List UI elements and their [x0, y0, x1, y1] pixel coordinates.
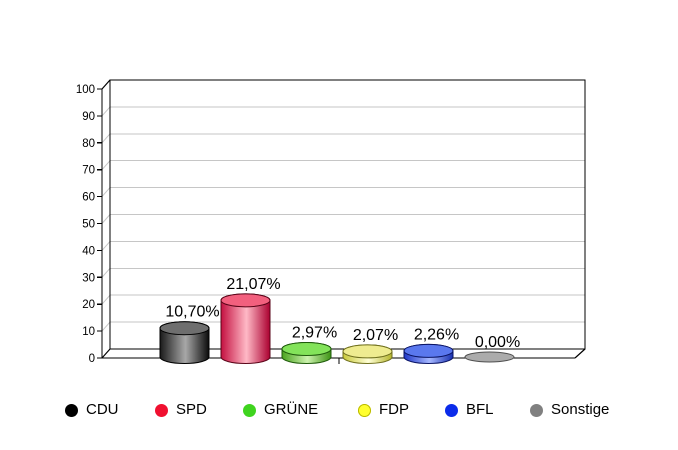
legend-item-cdu: CDU	[65, 401, 119, 419]
cylinder-top	[281, 342, 332, 357]
cylinder-top	[342, 344, 393, 359]
legend-item-bfl: BFL	[445, 401, 494, 419]
cylinder-flat	[464, 351, 515, 363]
bar-cdu	[159, 321, 210, 364]
sidewall-gridline	[101, 214, 111, 224]
sidewall-gridline	[101, 241, 111, 251]
y-tick-label: 50	[82, 219, 95, 231]
y-tick-label: 30	[82, 272, 95, 284]
bar-bfl	[403, 343, 454, 364]
legend-label-fdp: FDP	[379, 401, 409, 418]
corner-diagonal-top-left	[101, 79, 111, 90]
legend-dot-spd	[155, 403, 168, 417]
cylinder-top	[159, 321, 210, 336]
corner-diagonal-bottom-left	[101, 348, 111, 359]
legend-dot-bfl	[445, 403, 458, 417]
y-tick-label: 70	[82, 165, 95, 177]
legend-dot-sonstige	[530, 403, 543, 417]
sidewall-gridline	[101, 321, 111, 332]
legend-dot-gr-ne	[243, 403, 256, 417]
value-label-gr-ne: 2,97%	[292, 325, 337, 342]
y-tick-label: 60	[82, 192, 95, 204]
legend-item-fdp: FDP	[358, 401, 409, 419]
bar-spd	[220, 293, 271, 364]
cylinder-top	[220, 293, 271, 308]
bar-fdp	[342, 344, 393, 364]
cylinder-top	[403, 343, 454, 358]
sidewall-gridline	[101, 133, 111, 144]
legend-item-sonstige: Sonstige	[530, 401, 609, 419]
legend-dot-cdu	[65, 403, 78, 417]
value-label-cdu: 10,70%	[165, 304, 219, 321]
sidewall-gridline	[101, 106, 111, 117]
corner-diagonal-bottom-right	[574, 348, 586, 359]
sidewall-gridline	[101, 294, 111, 305]
value-label-spd: 21,07%	[226, 276, 280, 293]
legend-item-gr-ne: GRÜNE	[243, 401, 318, 419]
value-label-fdp: 2,07%	[353, 327, 398, 344]
sidewall-gridline	[101, 160, 111, 171]
bar-sonstige	[464, 351, 515, 363]
y-tick-label: 80	[82, 138, 95, 150]
sidewall-gridline	[101, 267, 111, 278]
y-tick-label: 40	[82, 245, 95, 257]
bar-gr-ne	[281, 342, 332, 364]
value-label-sonstige: 0,00%	[475, 334, 520, 351]
legend-label-cdu: CDU	[86, 401, 119, 418]
value-label-bfl: 2,26%	[414, 326, 459, 343]
legend-dot-fdp	[358, 403, 371, 417]
legend-item-spd: SPD	[155, 401, 207, 419]
legend-label-bfl: BFL	[466, 401, 494, 418]
y-tick-label: 10	[82, 326, 95, 338]
legend-label-sonstige: Sonstige	[551, 401, 610, 418]
y-tick-label: 0	[89, 353, 95, 365]
sidewall-gridline	[101, 187, 111, 197]
legend-label-gr-ne: GRÜNE	[264, 401, 319, 418]
y-tick-label: 100	[76, 84, 95, 96]
y-tick-label: 90	[82, 111, 95, 123]
legend-label-spd: SPD	[176, 401, 207, 418]
y-tick-label: 20	[82, 299, 95, 311]
